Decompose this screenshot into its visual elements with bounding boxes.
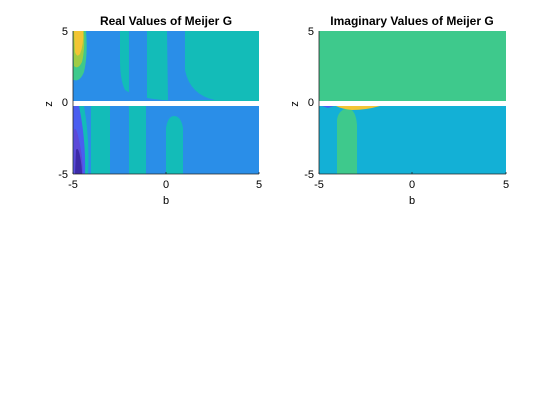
imag-xtick-label-0: -5 [314, 179, 324, 191]
real-lower-band-2 [129, 106, 146, 174]
real-ytick-label-1: 0 [62, 97, 68, 109]
imag-xtick-label-2: 5 [503, 179, 509, 191]
real-lower-indigo-lobe [75, 148, 82, 174]
real-band-2 [129, 31, 147, 101]
imag-lower-green-band [337, 108, 357, 174]
imag-ytick-label-2: -5 [304, 169, 314, 181]
real-ytick-label-0: 5 [62, 26, 68, 38]
imag-upper-background [319, 31, 506, 101]
imag-plot: Imaginary Values of Meijer G 5 0 -5 -5 0… [289, 14, 509, 207]
real-xtick-label-1: 0 [163, 179, 169, 191]
imag-y-axis-label: z [289, 101, 301, 107]
real-x-axis-label: b [163, 195, 169, 207]
real-y-axis-label: z [43, 101, 55, 107]
imag-ytick-label-1: 0 [308, 97, 314, 109]
real-xtick-label-0: -5 [68, 179, 78, 191]
imag-zero-gap [319, 101, 506, 106]
real-plot-title: Real Values of Meijer G [100, 14, 232, 28]
imag-xtick-label-1: 0 [409, 179, 415, 191]
imag-lower-dark-sliver [322, 106, 334, 108]
real-lower-band-3 [166, 116, 183, 174]
imag-ytick-label-0: 5 [308, 26, 314, 38]
real-ytick-label-2: -5 [58, 169, 68, 181]
real-band-3 [167, 31, 215, 101]
real-band-1 [91, 31, 111, 101]
imag-lower-region [319, 106, 506, 174]
real-zero-gap [73, 101, 259, 106]
imag-axes [318, 31, 507, 175]
real-upper-region [73, 31, 259, 101]
imag-plot-title: Imaginary Values of Meijer G [330, 14, 493, 28]
real-axes [72, 31, 260, 175]
imag-lower-yellow-sliver [336, 106, 380, 110]
imag-x-axis-label: b [409, 195, 415, 207]
imag-upper-region [319, 31, 506, 101]
real-lower-band-1 [91, 106, 110, 174]
real-xtick-label-2: 5 [256, 179, 262, 191]
real-upper-yellow-lobe [74, 31, 84, 56]
real-plot: Real Values of Meijer G [43, 14, 262, 207]
real-lower-region [73, 106, 259, 174]
